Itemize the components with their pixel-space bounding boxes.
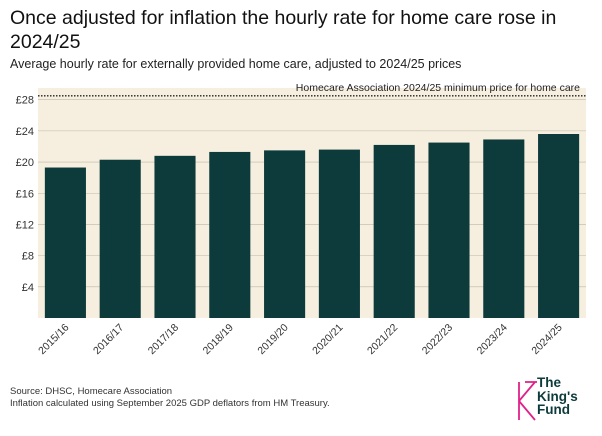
- reference-line-label: Homecare Association 2024/25 minimum pri…: [296, 82, 580, 94]
- bar: [44, 167, 86, 318]
- x-tick-label: 2021/22: [365, 322, 400, 357]
- logo-line-3: Fund: [537, 402, 570, 417]
- x-tick-label: 2024/25: [529, 322, 564, 357]
- kings-fund-logo: The King's Fund: [515, 376, 595, 426]
- y-tick-label: £24: [16, 126, 34, 138]
- bar-chart: £4 £8 £12 £16 £20 £24 £28 Homecare Association …: [16, 82, 586, 357]
- x-tick-label: 2022/23: [420, 322, 455, 357]
- y-tick-label: £4: [22, 282, 34, 294]
- bar: [428, 142, 470, 318]
- bar: [318, 149, 360, 318]
- chart-subtitle: Average hourly rate for externally provi…: [10, 57, 462, 71]
- x-tick-label: 2019/20: [255, 322, 290, 357]
- y-tick-label: £8: [22, 251, 34, 263]
- y-tick-label: £12: [16, 219, 34, 231]
- source-note: Source: DHSC, Homecare Association: [10, 386, 173, 397]
- bar: [483, 139, 525, 318]
- logo-line-2: King's: [537, 388, 578, 404]
- chart-footer: Source: DHSC, Homecare Association Infla…: [10, 386, 330, 410]
- bar: [209, 151, 251, 318]
- x-tick-label: 2023/24: [475, 322, 510, 357]
- y-tick-label: £20: [16, 157, 34, 169]
- bar: [154, 155, 196, 318]
- x-tick-label: 2016/17: [91, 322, 126, 357]
- bar: [99, 159, 141, 318]
- x-tick-label: 2018/19: [201, 322, 236, 357]
- logo-mark-icon: [518, 381, 537, 421]
- bar: [264, 150, 306, 318]
- bar: [373, 144, 415, 318]
- y-tick-label: £28: [16, 95, 34, 107]
- y-tick-label: £16: [16, 188, 34, 200]
- bar: [538, 134, 580, 318]
- logo-line-1: The: [537, 375, 562, 390]
- x-tick-label: 2017/18: [146, 322, 181, 357]
- x-tick-label: 2020/21: [310, 322, 345, 357]
- x-tick-label: 2015/16: [36, 322, 71, 357]
- inflation-note: Inflation calculated using September 202…: [10, 398, 330, 409]
- chart-title: Once adjusted for inflation the hourly r…: [10, 7, 557, 53]
